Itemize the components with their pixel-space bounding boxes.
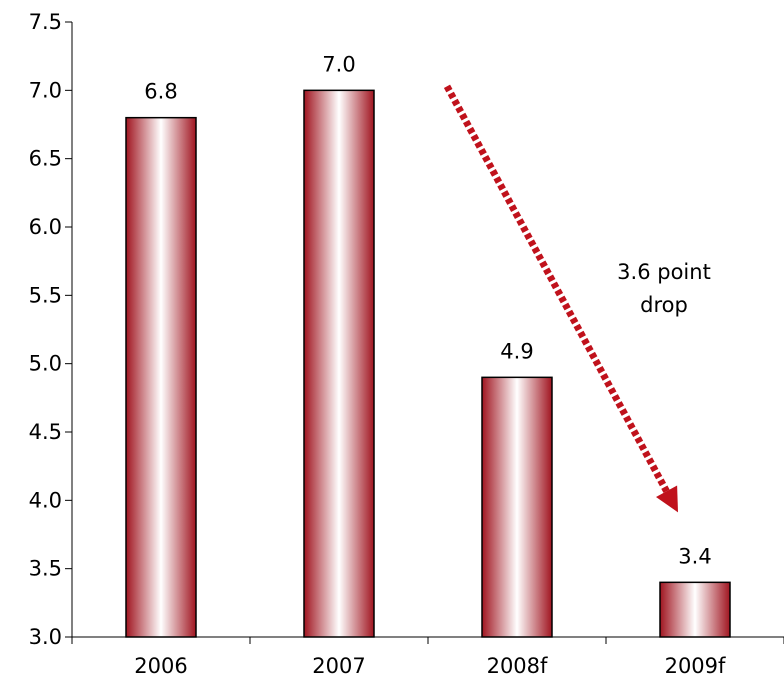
bar xyxy=(125,116,197,638)
y-tick-label: 6.5 xyxy=(29,147,62,171)
x-tick-label: 2008f xyxy=(487,654,548,678)
annotation-text-line2: drop xyxy=(640,293,688,317)
y-tick-label: 3.5 xyxy=(29,557,62,581)
data-label: 3.4 xyxy=(678,544,711,568)
y-tick-label: 3.0 xyxy=(29,625,62,649)
annotation-text-line1: 3.6 point xyxy=(617,260,711,284)
x-tick-label: 2007 xyxy=(312,654,365,678)
annotation: 3.6 point drop xyxy=(443,84,711,513)
data-label: 7.0 xyxy=(322,52,355,76)
y-tick-label: 4.0 xyxy=(29,488,62,512)
x-tick-label: 2009f xyxy=(665,654,726,678)
bar xyxy=(303,89,375,638)
axes: 3.0 3.5 4.0 4.5 5.0 5.5 6.0 6.5 7.0 7.5 2006 2007 20… xyxy=(29,10,784,678)
drop-arrow-line xyxy=(443,84,670,493)
y-tick-label: 6.0 xyxy=(29,215,62,239)
bar xyxy=(659,581,731,638)
x-tick-label: 2006 xyxy=(134,654,187,678)
data-label: 4.9 xyxy=(500,339,533,363)
drop-arrow-head-icon xyxy=(656,485,678,513)
y-tick-label: 5.5 xyxy=(29,283,62,307)
y-tick-label: 4.5 xyxy=(29,420,62,444)
data-label: 6.8 xyxy=(144,80,177,104)
bars xyxy=(125,89,731,638)
data-labels: 6.8 7.0 4.9 3.4 xyxy=(144,52,711,568)
bar xyxy=(481,376,553,638)
y-tick-label: 7.5 xyxy=(29,10,62,34)
y-tick-label: 5.0 xyxy=(29,352,62,376)
y-tick-label: 7.0 xyxy=(29,78,62,102)
